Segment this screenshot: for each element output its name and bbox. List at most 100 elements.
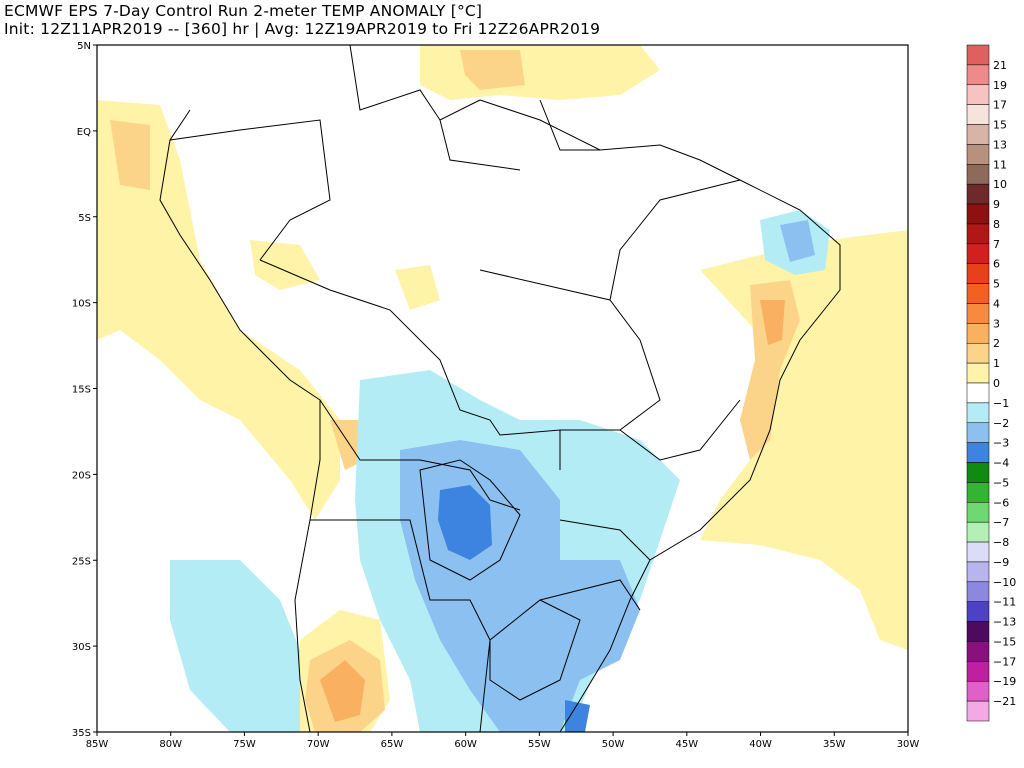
colorbar-swatch [966,44,990,66]
colorbar-swatch [966,621,990,642]
longitude-label: 35W [823,739,846,750]
longitude-label: 65W [381,739,404,750]
colorbar-swatch [966,462,990,483]
colorbar-swatch [966,124,990,145]
coastline-west [159,109,321,732]
latitude-label: 20S [72,470,91,481]
colorbar-label: −7 [993,516,1009,529]
warm-region-patagonia [395,265,440,310]
colorbar-swatch [966,581,990,602]
colorbar-swatch [966,680,990,702]
colorbar-label: 11 [993,158,1007,171]
chart-title-line-2: Init: 12Z11APR2019 -- [360] hr | Avg: 12… [4,20,601,38]
colorbar-label: 7 [993,238,1000,251]
colorbar-label: 17 [993,99,1007,112]
colorbar-swatch [966,561,990,583]
colorbar-label: −13 [993,616,1016,629]
colorbar-swatch [966,362,990,384]
colorbar-swatch [966,601,990,622]
colorbar-label: −2 [993,417,1009,430]
warm-region-amazon-north [420,45,660,100]
cold-region-argentina-west [170,560,300,732]
colorbar-swatch [966,64,990,86]
longitude-label: 30W [897,739,920,750]
latitude-label: 15S [72,385,91,396]
colorbar-swatch [966,203,990,225]
colorbar-label: 19 [993,79,1007,92]
colorbar-label: −5 [993,476,1009,489]
coastline-east [479,99,841,732]
colorbar-swatch [966,402,990,424]
paraguay-border [419,459,521,581]
colorbar-label: 1 [993,357,1000,370]
colorbar-label: 13 [993,138,1007,151]
warm-region-pacific-west [97,100,340,520]
argentina-border [310,519,491,732]
latitude-labels: 5N EQ 5S 10S 15S 20S 25S 30S 35S [72,41,97,739]
colorbar-label: 10 [993,178,1007,191]
colorbar-label: −21 [993,695,1016,708]
longitude-label: 45W [676,739,699,750]
colorbar-swatch [966,183,990,205]
longitude-label: 50W [602,739,625,750]
warm-region-orange-andes-mid [330,420,365,470]
colorbar-label: 4 [993,297,1000,310]
cold-region-northeast-inner [780,220,815,262]
colorbar-swatch [966,84,990,105]
longitude-label: 75W [233,739,256,750]
colorbar-label: −1 [993,397,1009,410]
warm-region-orange-north [460,50,525,90]
colorbar-swatch [966,502,990,523]
colorbar-swatch [966,521,990,543]
warm-region-orange-pacific [110,120,150,190]
longitude-labels: 85W 80W 75W 70W 65W 60W 55W 50W 45W 40W 35W 30W [86,732,920,750]
colorbar-swatch [966,422,990,443]
latitude-label: EQ [77,127,91,138]
colorbar-swatch [966,342,990,364]
colorbar-label: −9 [993,556,1009,569]
colorbar-swatch [966,104,990,125]
longitude-label: 80W [159,739,182,750]
longitude-label: 70W [307,739,330,750]
colorbar-label: −3 [993,437,1009,450]
longitude-label: 85W [86,739,109,750]
colorbar-label: −8 [993,536,1009,549]
colorbar-swatch [966,700,990,722]
warm-region-atlantic-east [700,230,908,650]
latitude-label: 5N [77,41,91,52]
cold-region-paraguay-core [438,485,492,560]
longitude-label: 60W [454,739,477,750]
colorbar-label: 3 [993,317,1000,330]
peru-colombia-border [169,119,331,261]
colorbar-swatch [966,243,990,264]
colorbar: 211917151311109876543210−1−2−3−4−5−6−7−8… [966,44,1016,722]
brazil-states [479,179,741,611]
colorbar-label: −4 [993,457,1009,470]
latitude-label: 5S [78,213,91,224]
colorbar-swatch [966,541,990,563]
political-borders [159,45,841,732]
colorbar-swatch [966,442,990,463]
colorbar-swatch [966,144,990,165]
latitude-label: 35S [72,728,91,739]
colorbar-label: 21 [993,59,1007,72]
colorbar-swatch [966,223,990,245]
warm-region-orange-east [740,280,800,460]
colorbar-label: 15 [993,119,1007,132]
colorbar-swatch [966,382,990,404]
colorbar-label: 5 [993,278,1000,291]
colorbar-label: −11 [993,596,1016,609]
warm-region-amazon-west [250,240,320,290]
colorbar-label: −17 [993,655,1016,668]
colorbar-label: −6 [993,496,1009,509]
anomaly-shading [97,45,908,732]
colorbar-label: −19 [993,675,1016,688]
latitude-label: 30S [72,642,91,653]
colorbar-swatch [966,164,990,185]
colorbar-swatch [966,283,990,304]
longitude-label: 55W [528,739,551,750]
colorbar-label: 6 [993,258,1000,271]
colorbar-swatch [966,303,990,324]
bolivia-border [319,399,521,511]
